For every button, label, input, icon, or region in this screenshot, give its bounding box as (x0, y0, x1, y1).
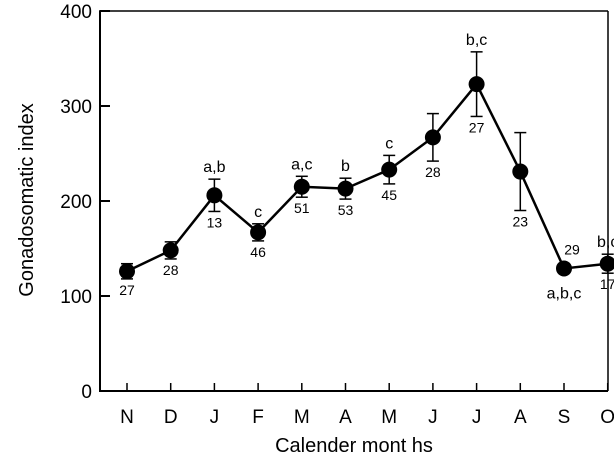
data-point (512, 163, 529, 180)
x-tick-label: D (164, 407, 178, 428)
data-point (556, 260, 572, 277)
y-tick-label: 300 (60, 97, 92, 118)
series-line-group (126, 81, 608, 273)
data-point (381, 161, 398, 178)
data-point (162, 242, 179, 259)
x-tick-label: O (600, 407, 614, 428)
x-tick-label: J (472, 407, 482, 428)
x-tick-label: M (294, 407, 310, 428)
x-tick-label: S (558, 407, 571, 428)
x-tick-label: J (210, 407, 220, 428)
significance-label: a,b,c (547, 285, 582, 302)
significance-label: a,b (203, 159, 225, 176)
error-bars (121, 51, 614, 280)
axes (99, 10, 609, 392)
significance-label: b (341, 158, 350, 175)
sample-size-label: 13 (207, 214, 223, 230)
sample-size-label: 23 (513, 214, 529, 230)
sample-size-label: 29 (564, 241, 580, 257)
sample-size-label: 53 (338, 202, 354, 218)
x-axis-title: Calender mont hs (275, 435, 433, 457)
significance-label: b,c (597, 234, 614, 251)
data-point (468, 76, 485, 93)
series-line (126, 81, 608, 273)
data-point (599, 255, 614, 272)
y-tick-label: 200 (60, 192, 92, 213)
y-tick-label: 400 (60, 2, 92, 23)
x-tick-label: M (381, 407, 397, 428)
data-point (293, 178, 310, 195)
y-ticks: 0 100 200 300 400 (60, 2, 110, 403)
data-point (206, 187, 223, 204)
data-point (337, 180, 354, 197)
sample-size-label: 51 (294, 200, 310, 216)
y-axis-title: Gonadosomatic index (16, 103, 38, 296)
sample-size-label: 17 (600, 276, 614, 292)
x-tick-label: A (514, 407, 527, 428)
x-tick-label: F (252, 407, 264, 428)
data-point (424, 129, 441, 146)
sample-size-label: 28 (163, 262, 179, 278)
data-points (119, 76, 614, 280)
data-point (250, 224, 267, 241)
sample-size-label: 27 (119, 282, 135, 298)
significance-label: b,c (466, 32, 487, 49)
sample-size-label: 46 (250, 244, 266, 260)
x-tick-label: A (339, 407, 352, 428)
annotations: 27 28 13 a,b 46 c 51 a,c 53 b 45 c 28 27 b,c 23 29 a,b,c 1… (119, 32, 614, 303)
sample-size-label: 28 (425, 164, 441, 180)
sample-size-label: 45 (381, 187, 397, 203)
y-tick-label: 100 (60, 287, 92, 308)
x-tick-label: N (120, 407, 134, 428)
significance-label: c (385, 135, 393, 152)
x-tick-label: J (428, 407, 438, 428)
data-point (119, 263, 135, 280)
significance-label: c (254, 204, 262, 221)
y-tick-label: 0 (81, 382, 92, 403)
significance-label: a,c (291, 156, 312, 173)
sample-size-label: 27 (469, 119, 485, 135)
